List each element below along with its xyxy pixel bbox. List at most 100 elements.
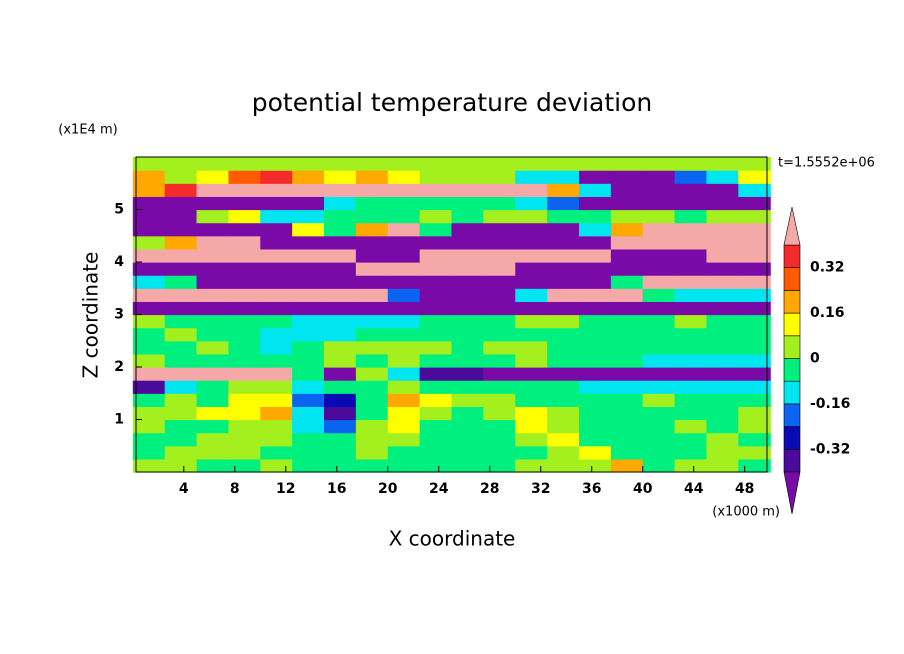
contour-cell (674, 209, 708, 224)
colorbar-label: -0.32 (810, 441, 850, 457)
contour-cell (355, 275, 389, 289)
contour-cell (164, 458, 198, 473)
contour-cell (451, 340, 484, 355)
contour-cell (324, 196, 357, 211)
contour-cell (706, 288, 739, 302)
contour-cell (419, 327, 453, 342)
contour-cell (419, 222, 453, 237)
contour-cell (483, 327, 516, 342)
x-tick-label: 48 (735, 481, 754, 497)
contour-cell (228, 327, 261, 342)
contour-cell (132, 380, 166, 394)
contour-cell (451, 353, 484, 368)
contour-cell (738, 170, 771, 184)
contour-cell (515, 262, 548, 276)
contour-cell (515, 170, 548, 184)
contour-cell (196, 301, 230, 316)
contour-cell (292, 458, 325, 473)
contour-cell (642, 327, 676, 342)
contour-cell (419, 170, 453, 184)
contour-cell (355, 248, 389, 263)
contour-cell (164, 183, 198, 197)
contour-cell (547, 235, 580, 250)
contour-cell (483, 340, 516, 355)
contour-cell (547, 445, 580, 460)
contour-cell (547, 288, 580, 302)
contour-cell (610, 275, 644, 289)
contour-cell (387, 248, 421, 263)
contour-cell (483, 157, 516, 171)
contour-cell (610, 353, 644, 368)
contour-cell (515, 380, 548, 394)
contour-cell (260, 157, 293, 171)
contour-cell (164, 432, 198, 447)
contour-cell (260, 314, 293, 329)
contour-cell (674, 393, 708, 407)
colorbar-label: 0.32 (810, 260, 845, 276)
contour-cell (610, 183, 644, 197)
contour-cell (547, 196, 580, 211)
contour-cell (196, 183, 230, 197)
colorbar-box (783, 335, 801, 359)
contour-cell (228, 406, 261, 421)
contour-cell (738, 432, 771, 447)
colorbar-box (783, 244, 801, 269)
x-axis-label: X coordinate (389, 527, 516, 551)
contour-cell (355, 262, 389, 276)
y-tick-label: 5 (114, 202, 124, 218)
contour-cell (292, 419, 325, 434)
colorbar-box (783, 312, 801, 337)
contour-cell (196, 367, 230, 381)
contour-cell (355, 222, 389, 237)
contour-cell (164, 196, 198, 211)
contour-cell (515, 445, 548, 460)
contour-cell (164, 248, 198, 263)
contour-cell (324, 327, 357, 342)
contour-cell (642, 288, 676, 302)
colorbar-box (783, 290, 801, 314)
contour-cell (196, 222, 230, 237)
contour-cell (132, 367, 166, 381)
contour-cell (292, 314, 325, 329)
contour-cell (355, 406, 389, 421)
contour-cell (292, 301, 325, 316)
contour-cell (196, 432, 230, 447)
contour-cell (706, 419, 739, 434)
contour-cell (483, 196, 516, 211)
contour-cell (132, 445, 166, 460)
contour-cell (706, 393, 739, 407)
contour-cell (610, 170, 644, 184)
contour-cell (706, 367, 739, 381)
contour-cell (228, 170, 261, 184)
contour-cell (292, 157, 325, 171)
contour-cell (292, 393, 325, 407)
contour-cell (738, 327, 771, 342)
contour-cell (738, 183, 771, 197)
colorbar-box (783, 267, 801, 291)
contour-cell (355, 432, 389, 447)
y-axis-label: Z coordinate (79, 252, 103, 379)
annotation: t=1.5552e+06 (778, 156, 875, 171)
contour-cell (132, 353, 166, 368)
contour-cell (738, 353, 771, 368)
contour-cell (547, 262, 580, 276)
contour-cell (228, 419, 261, 434)
contour-cell (578, 406, 612, 421)
contour-cell (419, 367, 453, 381)
contour-cell (674, 458, 708, 473)
contour-cell (610, 419, 644, 434)
contour-cell (196, 209, 230, 224)
contour-cell (228, 209, 261, 224)
contour-cell (387, 275, 421, 289)
contour-cell (642, 314, 676, 329)
contour-cell (515, 406, 548, 421)
contour-cell (738, 196, 771, 211)
contour-cell (387, 380, 421, 394)
contour-cell (164, 275, 198, 289)
contour-cell (164, 314, 198, 329)
contour-cell (419, 275, 453, 289)
contour-cell (132, 196, 166, 211)
colorbar-label: -0.16 (810, 396, 850, 412)
contour-cell (324, 393, 357, 407)
contour-cell (196, 170, 230, 184)
